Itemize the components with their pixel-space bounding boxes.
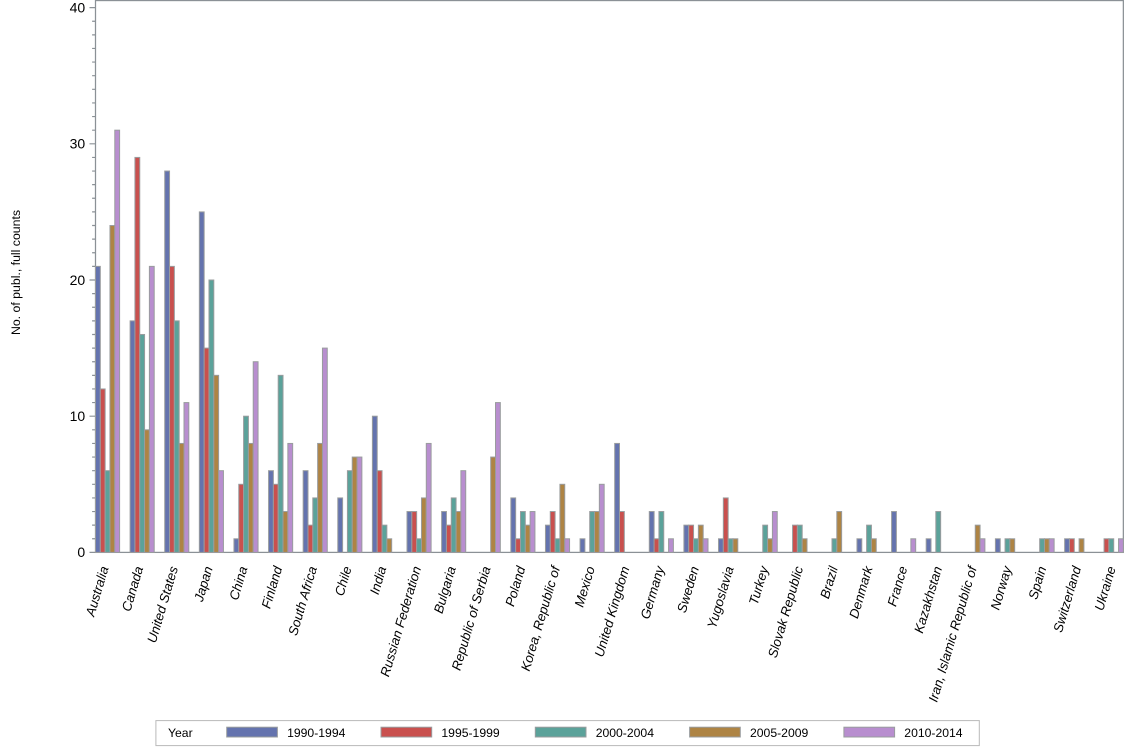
svg-text:No. of publ., full counts: No. of publ., full counts [9, 210, 23, 335]
svg-text:20: 20 [70, 272, 86, 288]
svg-text:2000-2004: 2000-2004 [596, 726, 655, 740]
svg-text:10: 10 [70, 408, 86, 424]
svg-text:Year: Year [168, 726, 193, 740]
svg-text:0: 0 [77, 544, 85, 560]
svg-text:1990-1994: 1990-1994 [287, 726, 346, 740]
svg-text:30: 30 [70, 136, 86, 152]
svg-text:2010-2014: 2010-2014 [904, 726, 963, 740]
svg-text:40: 40 [70, 0, 86, 15]
svg-text:1995-1999: 1995-1999 [441, 726, 500, 740]
svg-text:2005-2009: 2005-2009 [750, 726, 809, 740]
